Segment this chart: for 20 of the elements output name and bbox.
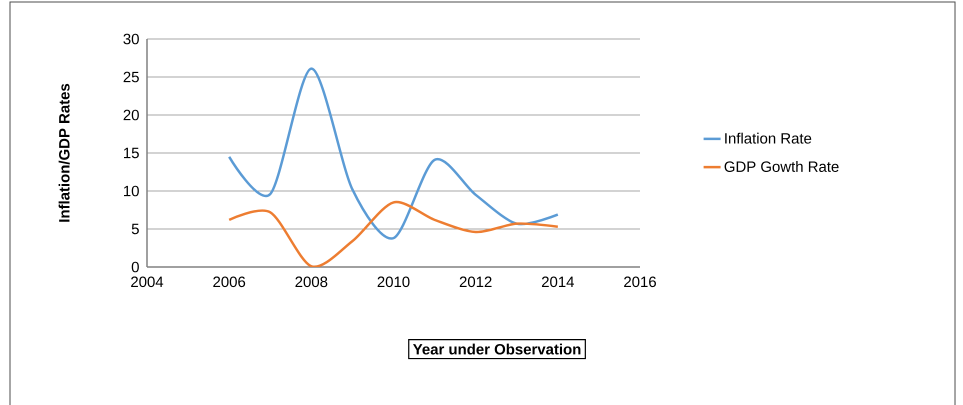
line-series [228, 200, 560, 267]
line-series [228, 67, 560, 240]
legend-label: GDP Gowth Rate [724, 160, 839, 172]
x-tick-label: 2010 [378, 276, 410, 288]
x-tick-label: 2012 [460, 276, 492, 288]
x-tick-label: 2008 [295, 276, 328, 288]
x-tick-label: 2004 [131, 276, 164, 288]
x-axis-title: Year under Observation [412, 344, 580, 355]
y-tick-label: 0 [132, 262, 139, 272]
x-tick-label: 2014 [542, 276, 574, 288]
y-tick-label: 30 [123, 34, 139, 44]
y-tick-label: 10 [124, 186, 139, 196]
x-tick-label: 2006 [213, 276, 246, 288]
legend-label: Inflation Rate [725, 132, 812, 144]
y-tick-label: 15 [124, 148, 139, 158]
y-tick-label: 20 [124, 110, 139, 120]
x-tick-label: 2016 [624, 276, 656, 288]
y-tick-label: 25 [124, 72, 139, 82]
y-tick-label: 5 [132, 224, 139, 234]
y-axis-title: Inflation/GDP Rates [58, 84, 70, 222]
